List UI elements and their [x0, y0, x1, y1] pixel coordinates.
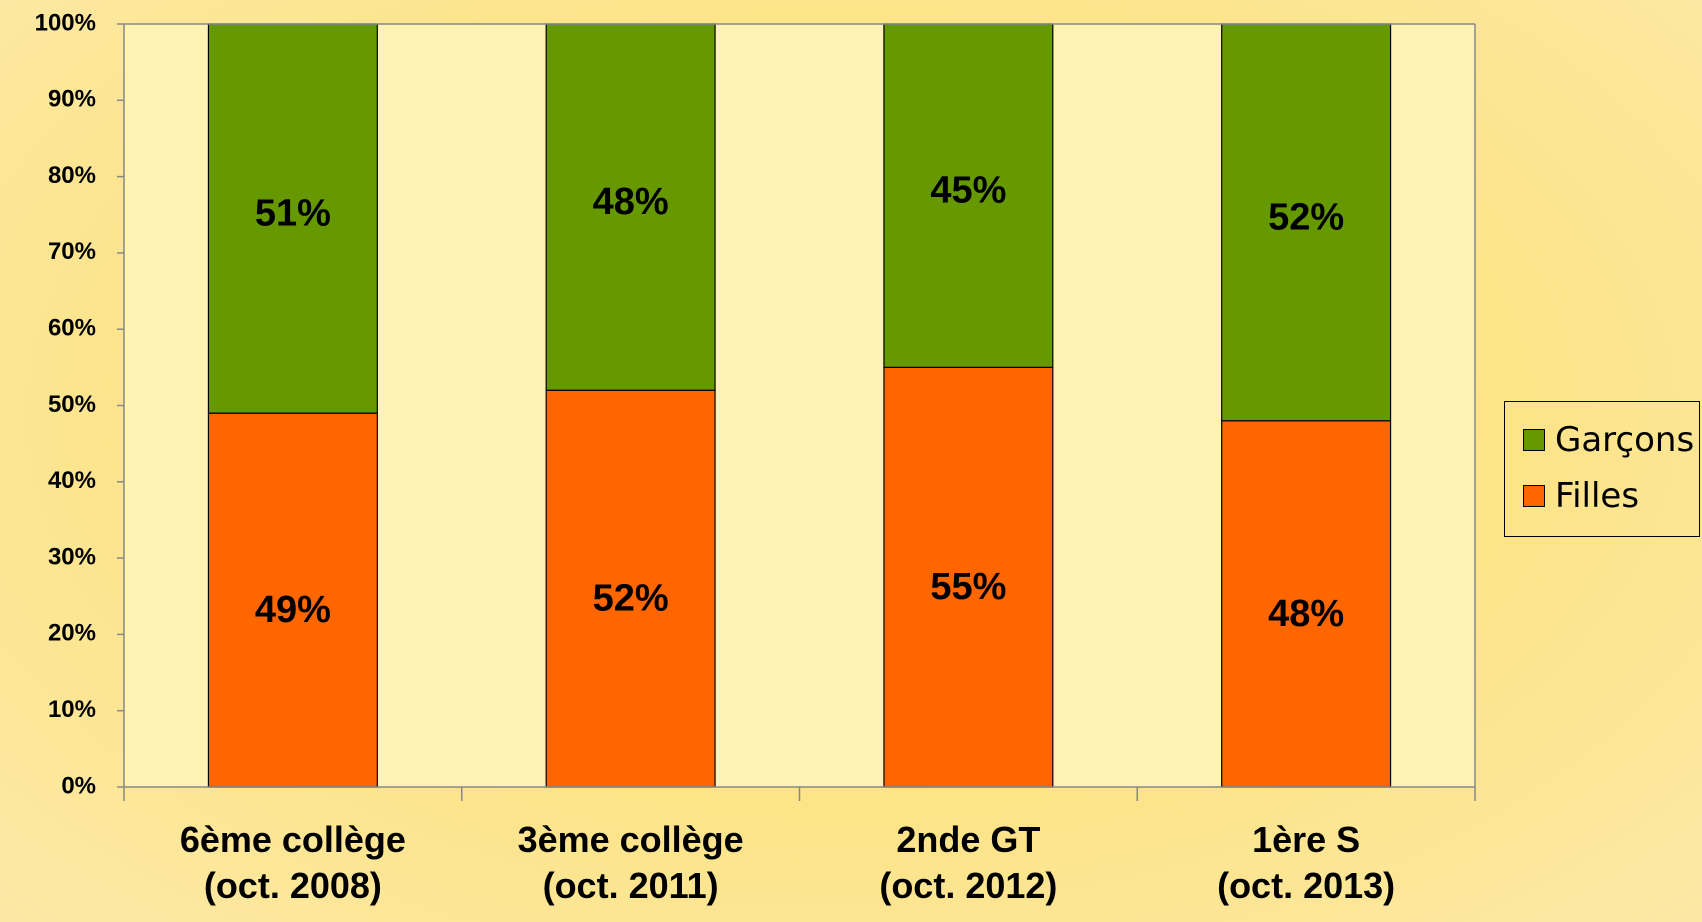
category-label-0-line-0: 6ème collège: [180, 819, 406, 860]
bar-garons-1: [545, 23, 716, 391]
bar-filles-1: [545, 389, 716, 788]
legend-label-filles: Filles: [1555, 476, 1640, 516]
data-label-filles-1: 52%: [593, 578, 669, 620]
category-label-1-line-0: 3ème collège: [518, 819, 744, 860]
data-label-garons-2: 45%: [930, 170, 1006, 212]
category-label-0-line-1: (oct. 2008): [204, 865, 382, 906]
data-label-garons-1: 48%: [593, 181, 669, 223]
legend-swatch-garcons: [1523, 429, 1545, 451]
axes-group: [117, 23, 1476, 801]
y-tick-label-8: 80%: [48, 162, 96, 189]
legend: Garçons Filles: [1504, 401, 1700, 537]
category-label-3-line-0: 1ère S: [1252, 819, 1360, 860]
category-label-2-line-0: 2nde GT: [896, 819, 1040, 860]
legend-item-garcons: Garçons: [1523, 420, 1694, 460]
data-label-filles-0: 49%: [255, 589, 331, 631]
legend-item-filles: Filles: [1523, 476, 1639, 516]
y-tick-label-1: 10%: [48, 696, 96, 723]
y-tick-label-3: 30%: [48, 543, 96, 570]
category-label-2-line-1: (oct. 2012): [879, 865, 1057, 906]
labels-group: 49% 51% 6ème collège (oct. 2008) 52% 48% 3ème …: [35, 9, 1396, 906]
y-tick-label-4: 40%: [48, 467, 96, 494]
data-label-filles-3: 48%: [1268, 593, 1344, 635]
y-tick-label-0: 0%: [61, 772, 96, 799]
bar-garons-3: [1221, 23, 1392, 422]
legend-swatch-filles: [1523, 485, 1545, 507]
category-label-3-line-1: (oct. 2013): [1217, 865, 1395, 906]
data-label-filles-2: 55%: [930, 566, 1006, 608]
y-tick-label-10: 100%: [35, 9, 96, 36]
y-tick-label-6: 60%: [48, 315, 96, 342]
y-tick-label-5: 50%: [48, 391, 96, 418]
bar-filles-3: [1221, 420, 1392, 788]
y-tick-label-9: 90%: [48, 86, 96, 113]
data-label-garons-3: 52%: [1268, 196, 1344, 238]
bars-group: [207, 23, 1392, 788]
legend-label-garcons: Garçons: [1555, 420, 1695, 460]
category-label-1-line-1: (oct. 2011): [543, 865, 719, 906]
data-label-garons-0: 51%: [255, 193, 331, 235]
y-tick-label-2: 20%: [48, 620, 96, 647]
bar-garons-2: [883, 23, 1054, 368]
y-tick-label-7: 70%: [48, 238, 96, 265]
bar-filles-0: [207, 412, 378, 788]
